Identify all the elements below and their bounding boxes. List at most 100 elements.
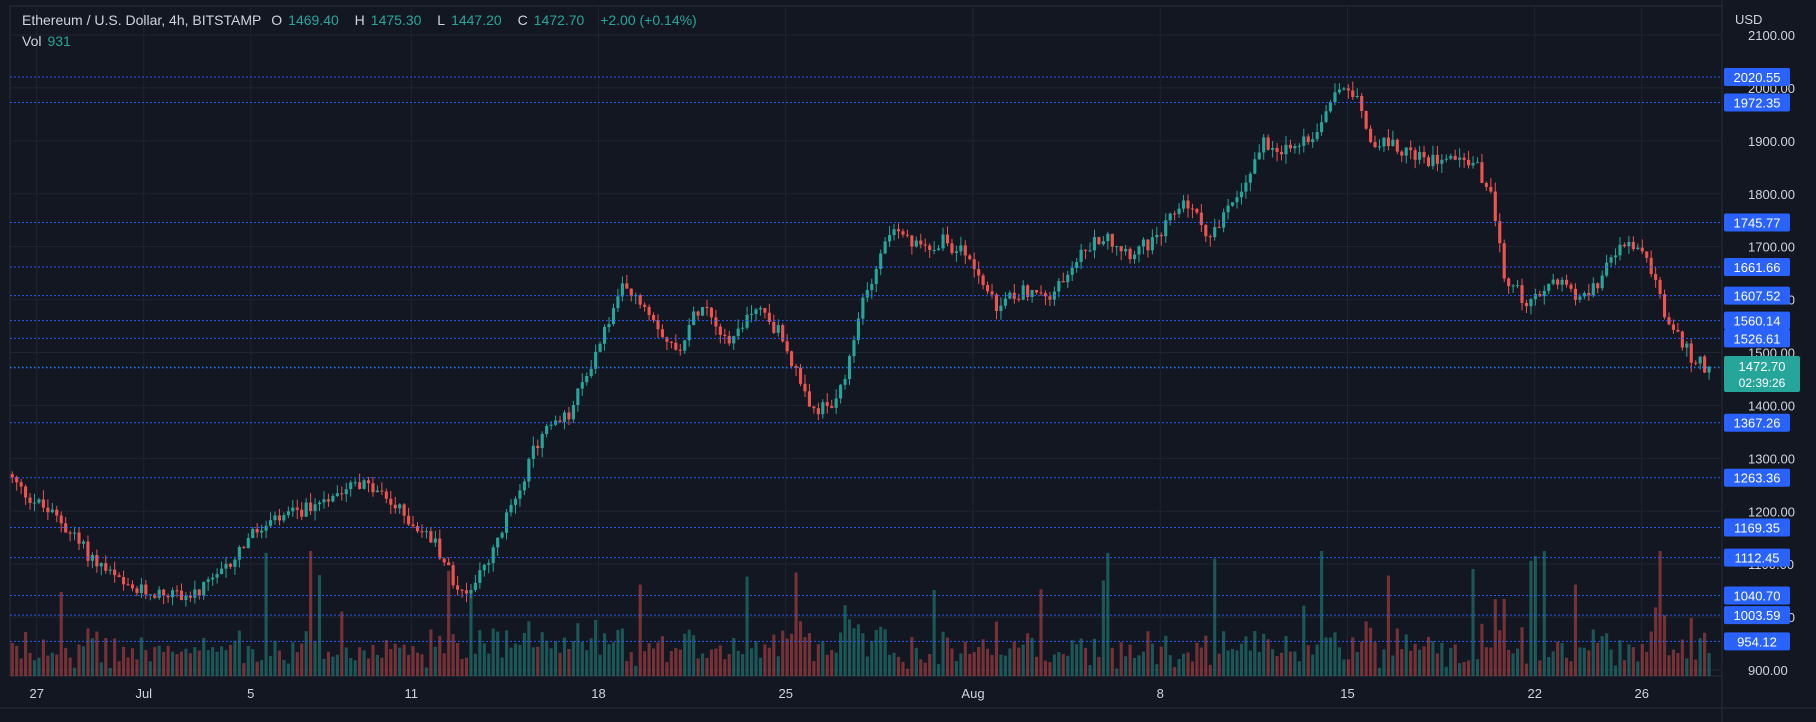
volume-bar — [380, 657, 384, 676]
candle — [758, 308, 763, 310]
volume-bar — [1533, 556, 1537, 676]
candle — [803, 383, 807, 392]
x-tick-label: Aug — [961, 686, 984, 701]
volume-bar — [638, 584, 642, 676]
volume-bar — [331, 656, 335, 676]
volume-bar — [1444, 666, 1448, 676]
candle — [910, 235, 914, 247]
volume-bar — [1275, 656, 1279, 676]
candle — [1698, 356, 1702, 364]
candle — [469, 589, 473, 594]
candle — [237, 547, 241, 560]
volume-bar — [932, 589, 936, 676]
volume-bar — [888, 654, 892, 676]
ohlc-open: O 1469.40 — [271, 12, 345, 28]
volume-bar — [1079, 638, 1083, 676]
candle — [1440, 159, 1444, 164]
candle — [1533, 293, 1537, 300]
candle — [304, 502, 308, 517]
candle — [424, 531, 428, 533]
level-price-label: 1972.35 — [1734, 96, 1781, 111]
candle — [1453, 155, 1457, 160]
volume-bar — [981, 639, 985, 676]
volume-bar — [1578, 647, 1582, 676]
volume-bar — [1199, 647, 1203, 676]
volume-bar — [825, 654, 829, 676]
candle — [1694, 362, 1698, 364]
volume-bar — [589, 638, 593, 676]
volume-bar — [157, 645, 161, 676]
candle — [398, 504, 402, 509]
candle — [1636, 247, 1640, 250]
candle — [166, 595, 170, 598]
volume-bar — [193, 647, 197, 676]
volume-value: 931 — [47, 33, 71, 49]
volume-bar — [1204, 635, 1208, 676]
candle — [1400, 151, 1404, 156]
volume-bar — [879, 626, 883, 676]
candle — [1328, 102, 1333, 112]
volume-bar — [1168, 655, 1172, 676]
volume-bar — [219, 646, 224, 676]
volume-bar — [1462, 661, 1466, 676]
candle — [1377, 146, 1382, 148]
volume-bar — [803, 637, 807, 676]
volume-bar — [1391, 655, 1395, 676]
candle — [736, 328, 740, 337]
volume-bar — [1257, 651, 1261, 676]
volume-bar — [1507, 649, 1511, 676]
y-tick-label: 900.00 — [1748, 663, 1788, 678]
volume-bar — [1137, 655, 1141, 676]
candle — [1475, 162, 1480, 164]
volume-bar — [963, 641, 967, 676]
candle — [843, 379, 847, 385]
candle — [411, 524, 415, 527]
volume-bar — [1551, 651, 1555, 676]
candle — [603, 327, 607, 344]
volume-bar — [309, 551, 313, 676]
candle — [300, 509, 304, 517]
volume-bar — [255, 661, 259, 676]
candle — [451, 565, 455, 586]
candle — [1222, 212, 1226, 228]
volume-bar — [1364, 621, 1368, 676]
candle — [496, 537, 500, 548]
volume-bar — [202, 637, 206, 676]
candle — [228, 563, 233, 567]
volume-bar — [696, 658, 700, 676]
candle — [594, 351, 598, 369]
volume-bar — [1404, 634, 1408, 676]
volume-bar — [1467, 660, 1471, 676]
volume-bar — [1431, 641, 1435, 676]
candle — [1070, 267, 1074, 275]
volume-bar — [1119, 642, 1123, 676]
open-value: 1469.40 — [288, 12, 339, 28]
candle — [994, 294, 999, 312]
candle — [1026, 285, 1030, 297]
volume-bar — [322, 658, 326, 676]
candle — [945, 234, 950, 244]
candle — [798, 368, 803, 384]
level-price-label: 1169.35 — [1734, 520, 1780, 535]
volume-bar — [1676, 652, 1680, 676]
candle — [19, 482, 23, 487]
candle — [1106, 233, 1110, 242]
volume-bar — [874, 629, 878, 676]
volume-bar — [108, 667, 112, 676]
volume-bar — [687, 629, 691, 676]
level-price-label: 2020.55 — [1734, 70, 1781, 85]
x-tick-label: Jul — [135, 686, 152, 701]
candle — [941, 234, 945, 249]
volume-bar — [714, 648, 718, 676]
candle — [1524, 302, 1529, 307]
volume-bar — [1413, 643, 1417, 676]
candle — [830, 405, 834, 408]
candle — [473, 582, 477, 590]
candle — [901, 231, 905, 235]
volume-bar — [349, 658, 353, 676]
x-tick-label: 5 — [247, 686, 254, 701]
volume-bar — [211, 647, 215, 676]
candle — [571, 405, 575, 420]
